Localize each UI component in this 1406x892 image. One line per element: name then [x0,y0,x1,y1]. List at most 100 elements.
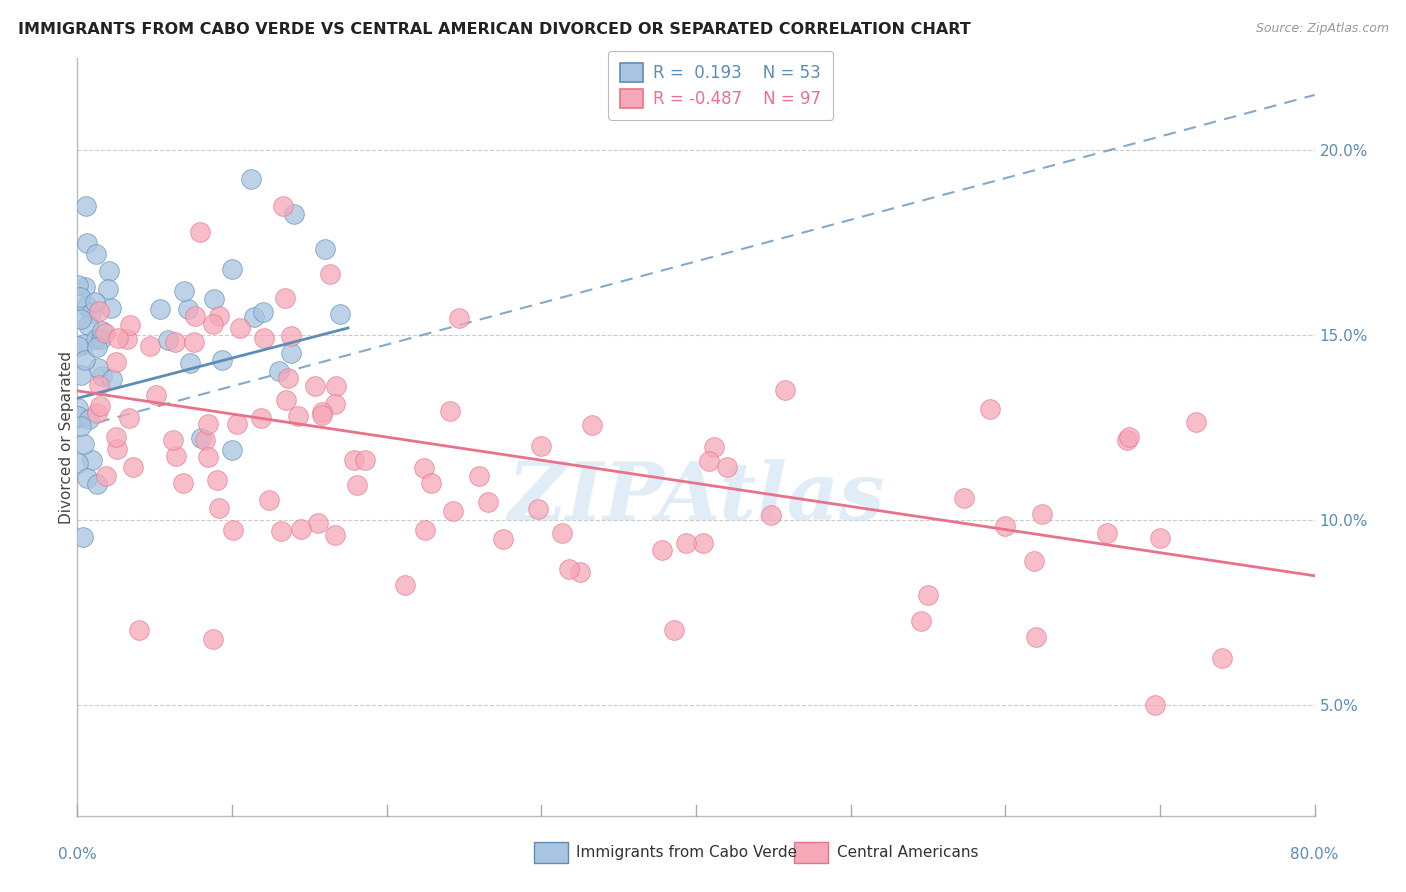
Point [325,528,347,542]
Point [1185,415,1208,429]
Point [97,282,120,296]
Point [314,242,336,256]
Point [96,468,118,483]
Point [84,247,107,261]
Point [253,331,276,345]
Point [76,471,98,485]
Point [773,383,796,397]
Point [80,452,103,467]
Point [283,207,305,221]
Point [221,442,243,457]
Point [394,577,416,591]
Point [1211,651,1233,665]
Point [117,411,139,425]
Point [343,453,366,467]
Point [468,469,491,483]
Text: 0.0%: 0.0% [58,847,97,862]
Point [325,379,347,393]
Point [208,500,231,515]
Point [77,411,100,425]
Point [581,417,603,432]
Point [551,525,574,540]
Bar [794,842,828,863]
Point [163,334,186,349]
Point [311,408,333,422]
Text: Central Americans: Central Americans [837,846,979,860]
Point [1118,430,1140,444]
Point [221,262,243,277]
Point [105,430,128,444]
Point [86,340,108,354]
Point [162,434,184,448]
Point [311,405,333,419]
Point [139,339,162,353]
Point [662,623,685,637]
Point [413,523,436,537]
Point [530,439,553,453]
Point [290,522,312,536]
Point [211,353,233,368]
Point [183,334,205,349]
Point [569,565,592,579]
Point [90,332,112,346]
Point [274,291,297,305]
Point [70,311,93,326]
Point [526,501,548,516]
Point [441,504,464,518]
Point [165,449,187,463]
Point [1095,525,1118,540]
Point [128,623,150,637]
Point [145,388,167,402]
Point [70,419,93,434]
Point [100,301,122,316]
Point [172,476,194,491]
Point [287,409,309,423]
Point [270,524,292,539]
Point [221,523,243,537]
Point [557,561,579,575]
Point [67,339,90,353]
Point [91,324,114,338]
Point [86,332,108,346]
Point [226,417,249,431]
Point [66,409,89,423]
Point [1149,532,1171,546]
Point [229,320,252,334]
Point [188,225,211,239]
Text: Source: ZipAtlas.com: Source: ZipAtlas.com [1256,22,1389,36]
Point [94,326,117,340]
Point [979,402,1001,417]
Point [492,533,515,547]
Point [759,508,782,522]
Point [329,308,352,322]
Point [699,454,721,468]
Point [346,478,368,492]
Point [72,531,94,545]
Point [201,317,224,331]
Point [910,614,932,628]
Text: Immigrants from Cabo Verde: Immigrants from Cabo Verde [576,846,797,860]
Point [66,278,89,293]
Point [307,516,329,530]
Point [277,371,299,385]
Point [86,405,108,419]
Point [87,361,110,376]
Point [413,461,436,475]
Point [252,305,274,319]
Point [1116,433,1139,447]
Point [202,292,225,306]
Point [205,473,228,487]
Point [77,318,100,333]
Point [323,397,346,411]
Point [70,368,93,383]
Point [269,364,291,378]
Point [449,310,471,325]
Point [1031,508,1053,522]
Text: ZIPAtlas: ZIPAtlas [508,459,884,536]
Point [179,356,201,370]
Text: 80.0%: 80.0% [1291,847,1339,862]
Point [80,306,103,320]
Point [91,368,114,383]
Point [280,329,302,343]
Point [86,477,108,491]
